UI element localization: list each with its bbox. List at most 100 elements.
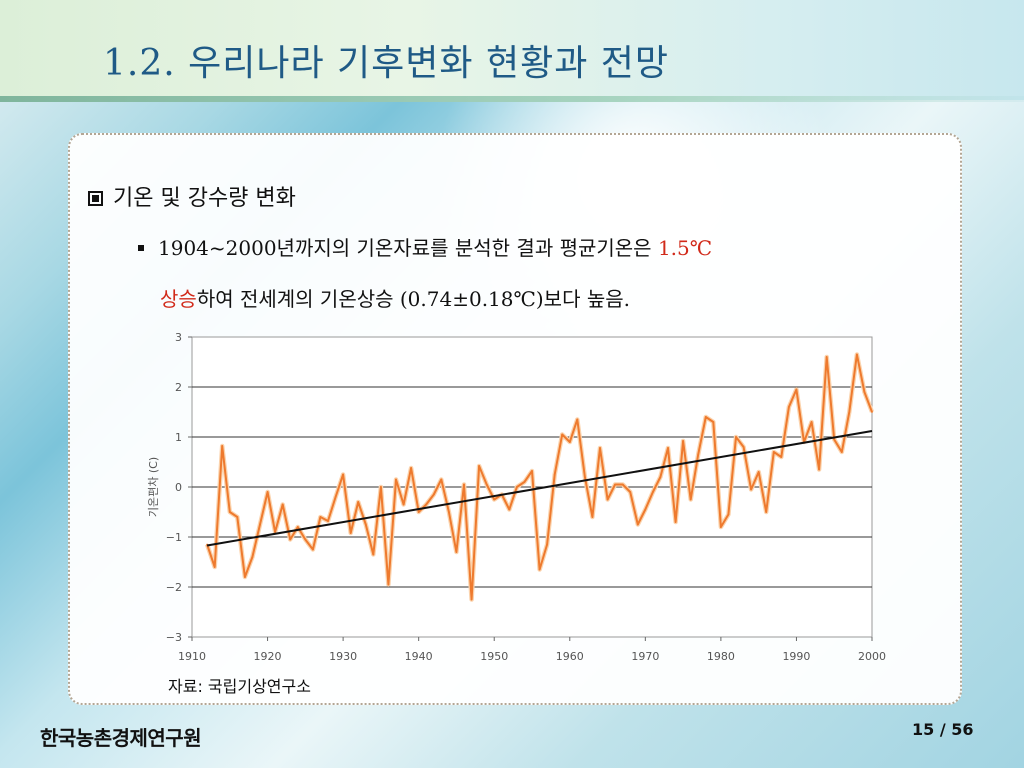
data-point bbox=[327, 520, 329, 522]
data-point bbox=[636, 523, 639, 526]
data-point bbox=[561, 433, 564, 436]
data-point bbox=[848, 411, 851, 413]
data-point bbox=[719, 526, 722, 528]
data-point bbox=[213, 566, 216, 568]
data-point bbox=[735, 436, 737, 438]
page-number: 15 / 56 bbox=[912, 720, 974, 739]
small-bullet-icon bbox=[138, 245, 144, 251]
y-axis-ticks: −3 −2 −1 0 1 2 3 bbox=[166, 331, 192, 644]
x-tick-label: 1940 bbox=[405, 650, 433, 663]
slide-title: 1.2. 우리나라 기후변화 현황과 전망 bbox=[103, 43, 670, 84]
data-point bbox=[342, 473, 345, 476]
data-point bbox=[621, 483, 624, 486]
data-point bbox=[780, 456, 783, 458]
data-point bbox=[364, 523, 367, 526]
data-point bbox=[425, 503, 428, 506]
data-point bbox=[395, 478, 397, 481]
data-point bbox=[485, 483, 488, 486]
series-layer bbox=[204, 352, 875, 602]
data-point bbox=[357, 501, 360, 503]
data-point bbox=[236, 516, 239, 518]
data-point bbox=[727, 513, 730, 516]
bullet-heading: 기온 및 강수량 변화 bbox=[88, 180, 296, 212]
x-tick-label: 1990 bbox=[782, 650, 810, 663]
highlight-temperature: 1.5℃ bbox=[657, 236, 713, 260]
data-point bbox=[531, 470, 533, 472]
bullet-text-a: 1904~2000년까지의 기온자료를 분석한 결과 평균기온은 bbox=[158, 236, 658, 260]
data-point bbox=[402, 503, 405, 506]
data-point bbox=[553, 473, 556, 476]
data-point bbox=[523, 481, 526, 483]
title-band bbox=[0, 0, 1024, 100]
data-point bbox=[334, 496, 337, 498]
data-point bbox=[508, 508, 511, 511]
data-point bbox=[281, 503, 284, 506]
y-tick-label: 2 bbox=[175, 381, 182, 394]
data-point bbox=[674, 521, 677, 523]
y-tick-label: 3 bbox=[175, 331, 182, 344]
y-tick-label: −1 bbox=[166, 531, 182, 544]
data-point bbox=[319, 516, 322, 518]
data-point bbox=[447, 511, 450, 513]
data-point bbox=[304, 538, 307, 541]
data-point bbox=[568, 441, 571, 443]
data-point bbox=[840, 451, 843, 453]
data-point bbox=[863, 391, 866, 393]
bullet-line-1: 1904~2000년까지의 기온자료를 분석한 결과 평균기온은 1.5℃ bbox=[138, 232, 712, 261]
data-point bbox=[855, 353, 858, 356]
data-point bbox=[795, 388, 798, 391]
data-point bbox=[440, 478, 443, 481]
trend-line bbox=[206, 430, 873, 547]
data-point bbox=[266, 491, 269, 493]
data-point bbox=[296, 526, 299, 528]
data-point bbox=[787, 406, 790, 408]
bullet-heading-text: 기온 및 강수량 변화 bbox=[113, 186, 296, 211]
bullet-line-2: 상승하여 전세계의 기온상승 (0.74±0.18℃)보다 높음. bbox=[160, 283, 630, 312]
x-tick-label: 1930 bbox=[329, 650, 357, 663]
x-tick-label: 1970 bbox=[631, 650, 659, 663]
y-tick-label: −3 bbox=[166, 631, 182, 644]
data-point bbox=[750, 488, 753, 491]
data-point bbox=[417, 511, 420, 513]
org-logo-text: 한국농촌경제연구원 bbox=[40, 726, 202, 750]
data-point bbox=[614, 483, 617, 486]
y-axis-label: 기온편차 (C) bbox=[147, 457, 160, 517]
data-point bbox=[470, 598, 473, 601]
x-tick-label: 1950 bbox=[480, 650, 508, 663]
data-point bbox=[583, 476, 586, 478]
data-point bbox=[311, 548, 314, 551]
square-bullet-icon bbox=[88, 191, 103, 206]
bullet-text-b: 하여 전세계의 기온상승 (0.74±0.18℃)보다 높음. bbox=[196, 287, 630, 311]
source-note: 자료: 국립기상연구소 bbox=[168, 677, 311, 696]
y-tick-label: −2 bbox=[166, 581, 182, 594]
data-point bbox=[644, 508, 647, 511]
data-point bbox=[546, 543, 549, 546]
data-point bbox=[591, 516, 594, 518]
data-point bbox=[682, 440, 685, 442]
x-tick-label: 1920 bbox=[254, 650, 282, 663]
data-point bbox=[697, 453, 700, 456]
data-point bbox=[765, 511, 768, 513]
data-point bbox=[599, 447, 601, 449]
data-point bbox=[704, 416, 707, 418]
x-tick-label: 1960 bbox=[556, 650, 584, 663]
data-point bbox=[576, 418, 579, 421]
data-point bbox=[221, 445, 224, 447]
data-point bbox=[274, 531, 277, 533]
data-point bbox=[515, 486, 518, 488]
data-point bbox=[651, 491, 654, 493]
data-point bbox=[372, 553, 375, 556]
data-point bbox=[228, 511, 231, 513]
data-point bbox=[243, 576, 246, 578]
data-point bbox=[432, 493, 435, 496]
data-point bbox=[833, 438, 836, 441]
data-point bbox=[259, 523, 261, 526]
data-point bbox=[410, 467, 413, 469]
data-point bbox=[606, 498, 609, 501]
data-point bbox=[349, 532, 352, 534]
data-point bbox=[825, 356, 828, 358]
data-point bbox=[289, 538, 292, 541]
data-point bbox=[689, 498, 692, 501]
data-point bbox=[659, 476, 662, 478]
